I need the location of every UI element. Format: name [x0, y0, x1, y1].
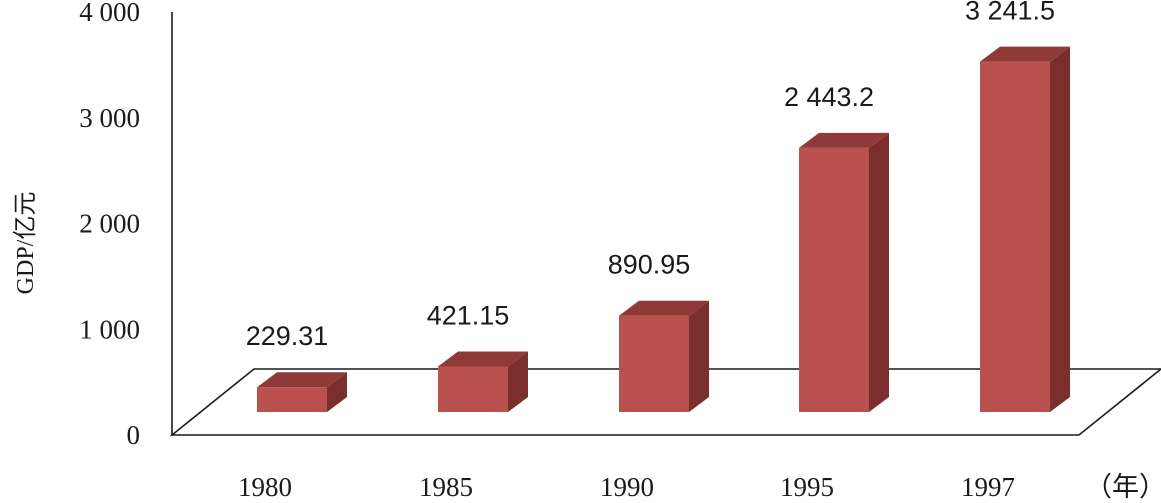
bar-top — [619, 300, 709, 316]
bar-1997 — [980, 46, 1070, 413]
bar-front — [257, 387, 327, 412]
bar-front — [438, 366, 508, 412]
x-tick-label: 1980 — [238, 472, 292, 502]
bars — [257, 46, 1070, 413]
labels: 0 1 000 2 000 3 000 4 000 229.31 1980 421.15 198… — [79, 0, 1055, 502]
y-axis-title: GDP/亿元 — [12, 192, 39, 295]
bar-front — [980, 61, 1050, 413]
x-tick-label: 1997 — [961, 472, 1015, 502]
bar-side — [1050, 46, 1070, 413]
bar-1990 — [619, 300, 709, 412]
bar-1995 — [799, 132, 889, 412]
bar-side — [869, 132, 889, 412]
bar-top — [799, 132, 889, 148]
bar-1985 — [438, 351, 528, 412]
data-label: 229.31 — [246, 321, 329, 351]
data-label: 421.15 — [427, 300, 510, 330]
bar-top — [257, 372, 347, 388]
y-tick-label: 3 000 — [79, 103, 140, 133]
y-tick-label: 2 000 — [79, 209, 140, 239]
data-label: 2 443.2 — [784, 82, 874, 112]
bar-front — [619, 315, 689, 412]
x-axis-unit: （年） — [1085, 472, 1161, 502]
bar-top — [438, 351, 528, 367]
data-label: 890.95 — [608, 250, 691, 280]
x-tick-label: 1985 — [419, 472, 473, 502]
y-tick-label: 4 000 — [79, 0, 140, 27]
bar-top — [980, 46, 1070, 62]
bar-side — [689, 300, 709, 412]
bar-side — [327, 372, 347, 412]
bar-1980 — [257, 372, 347, 412]
x-tick-label: 1995 — [780, 472, 834, 502]
y-tick-label: 0 — [127, 420, 141, 450]
x-tick-label: 1990 — [600, 472, 654, 502]
bar-side — [508, 351, 528, 412]
bar-front — [799, 147, 869, 412]
data-label: 3 241.5 — [965, 0, 1055, 26]
y-tick-label: 1 000 — [79, 314, 140, 344]
